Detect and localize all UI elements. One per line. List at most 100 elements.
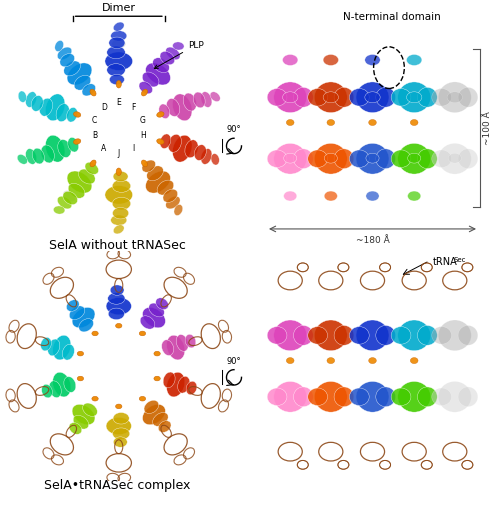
Ellipse shape [112,207,128,219]
Ellipse shape [282,92,298,103]
Ellipse shape [113,172,128,182]
Text: PLP: PLP [154,40,204,69]
Ellipse shape [144,400,158,414]
Ellipse shape [55,40,64,52]
Ellipse shape [314,381,348,412]
Ellipse shape [398,320,430,351]
Ellipse shape [376,88,396,107]
Ellipse shape [172,42,184,50]
Ellipse shape [48,339,60,356]
Ellipse shape [458,88,478,107]
Ellipse shape [152,413,168,426]
Ellipse shape [109,37,125,49]
Ellipse shape [418,149,437,168]
Ellipse shape [406,92,422,103]
Ellipse shape [114,22,124,31]
Ellipse shape [160,134,171,148]
Ellipse shape [284,191,297,201]
Ellipse shape [72,404,95,425]
Ellipse shape [172,94,192,121]
Text: D: D [101,103,107,112]
Ellipse shape [56,104,70,122]
Ellipse shape [334,326,354,345]
Ellipse shape [112,428,130,439]
Ellipse shape [106,297,132,315]
Ellipse shape [105,52,132,70]
Ellipse shape [116,324,122,328]
Ellipse shape [334,387,354,407]
Ellipse shape [154,351,160,356]
Ellipse shape [294,326,314,345]
Ellipse shape [185,140,198,158]
Ellipse shape [90,89,96,96]
Ellipse shape [79,318,94,332]
Ellipse shape [82,403,98,416]
Ellipse shape [74,75,91,90]
Ellipse shape [32,148,44,164]
Ellipse shape [267,327,287,344]
Ellipse shape [168,134,181,152]
Ellipse shape [149,303,164,317]
Ellipse shape [368,119,376,125]
Ellipse shape [112,197,130,210]
Ellipse shape [391,150,411,167]
Ellipse shape [458,326,478,345]
Ellipse shape [418,88,437,107]
Ellipse shape [159,104,170,119]
Ellipse shape [142,160,156,172]
Text: 90°: 90° [226,356,242,366]
Ellipse shape [73,415,88,429]
Ellipse shape [74,112,81,117]
Ellipse shape [116,168,121,176]
Ellipse shape [350,89,369,106]
Ellipse shape [60,54,74,67]
Ellipse shape [398,381,430,412]
Ellipse shape [112,180,130,193]
Ellipse shape [85,162,98,175]
Ellipse shape [267,388,287,406]
Ellipse shape [156,298,168,310]
Ellipse shape [68,137,78,152]
Ellipse shape [40,337,52,351]
Ellipse shape [308,327,328,344]
Ellipse shape [67,63,92,85]
Ellipse shape [308,388,328,406]
Ellipse shape [286,119,294,125]
Ellipse shape [324,153,338,163]
Ellipse shape [139,81,152,94]
Text: E: E [116,98,121,107]
Ellipse shape [46,94,65,121]
Ellipse shape [406,54,422,66]
Ellipse shape [58,140,71,158]
Ellipse shape [274,381,306,412]
Text: F: F [132,103,136,112]
Ellipse shape [166,335,185,360]
Ellipse shape [142,160,148,167]
Ellipse shape [114,225,124,234]
Ellipse shape [18,91,26,102]
Ellipse shape [142,89,148,96]
Ellipse shape [110,215,127,225]
Ellipse shape [274,320,306,351]
Ellipse shape [410,119,418,125]
Ellipse shape [146,63,171,85]
Ellipse shape [432,388,452,406]
Ellipse shape [438,82,471,113]
Ellipse shape [78,169,95,184]
Ellipse shape [52,372,71,397]
Ellipse shape [391,327,411,344]
Ellipse shape [166,196,180,209]
Ellipse shape [432,150,452,167]
Text: A: A [101,144,106,153]
Ellipse shape [116,404,122,409]
Ellipse shape [26,92,36,108]
Ellipse shape [146,166,164,181]
Text: SelA•tRNASec complex: SelA•tRNASec complex [44,479,191,492]
Text: ~100 Å: ~100 Å [484,111,492,145]
Ellipse shape [365,54,380,66]
Ellipse shape [92,396,98,401]
Ellipse shape [356,82,389,113]
Ellipse shape [365,92,380,103]
Ellipse shape [140,396,145,401]
Ellipse shape [323,92,338,103]
